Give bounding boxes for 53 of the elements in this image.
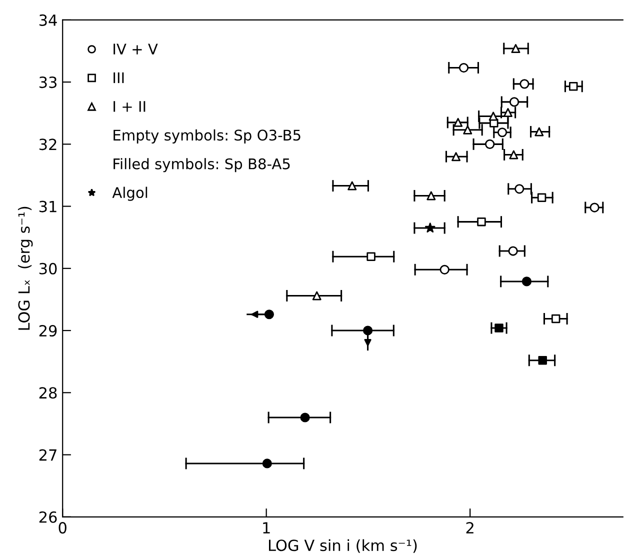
legend-label: Algol xyxy=(112,186,148,201)
x-tick-label: 1 xyxy=(263,522,270,534)
point xyxy=(494,324,504,332)
point xyxy=(509,97,520,107)
y-tick-label: 34 xyxy=(39,14,57,26)
point xyxy=(458,62,469,73)
y-axis-title: LOG Lₓ (erg s⁻¹) xyxy=(18,206,33,330)
point xyxy=(485,139,495,149)
point xyxy=(452,152,461,162)
point xyxy=(362,326,373,336)
legend-label: IV + V xyxy=(114,44,158,54)
legend-label: I + II xyxy=(114,101,146,112)
point xyxy=(425,222,436,232)
x-tick-label: 0 xyxy=(58,522,66,534)
y-tick-label: 27 xyxy=(39,449,56,461)
x-axis-title: LOG V sin i (km s⁻¹) xyxy=(268,539,417,553)
point xyxy=(511,44,520,54)
point xyxy=(522,276,532,286)
point xyxy=(508,246,518,256)
point xyxy=(477,217,486,226)
legend-label: III xyxy=(114,72,124,84)
point xyxy=(366,252,376,261)
point xyxy=(509,150,518,160)
point xyxy=(514,184,524,194)
point xyxy=(568,82,578,91)
y-tick-label: 33 xyxy=(39,76,57,88)
y-tick-label: 30 xyxy=(39,262,57,274)
point xyxy=(520,79,530,89)
x-tick-label: 2 xyxy=(466,522,474,534)
point xyxy=(262,458,272,468)
point xyxy=(538,356,547,365)
point xyxy=(497,128,508,138)
point xyxy=(312,291,322,300)
point xyxy=(463,125,472,134)
point xyxy=(534,127,544,136)
point xyxy=(440,264,450,274)
y-tick-label: 28 xyxy=(39,387,57,399)
y-tick-label: 26 xyxy=(39,511,57,523)
point xyxy=(503,108,512,117)
point xyxy=(264,310,274,320)
point xyxy=(348,181,357,190)
y-tick-label: 32 xyxy=(39,138,56,150)
y-tick-label: 31 xyxy=(39,200,56,212)
point xyxy=(454,118,463,127)
annotation: Empty symbols: Sp O3-B5 xyxy=(114,129,300,144)
point xyxy=(537,193,546,202)
point xyxy=(488,112,498,121)
y-tick-label: 29 xyxy=(39,324,57,337)
point xyxy=(590,202,600,212)
point xyxy=(426,191,436,200)
point xyxy=(551,314,560,324)
point xyxy=(300,412,310,422)
annotation: Filled symbols: Sp B8-A5 xyxy=(114,158,290,172)
